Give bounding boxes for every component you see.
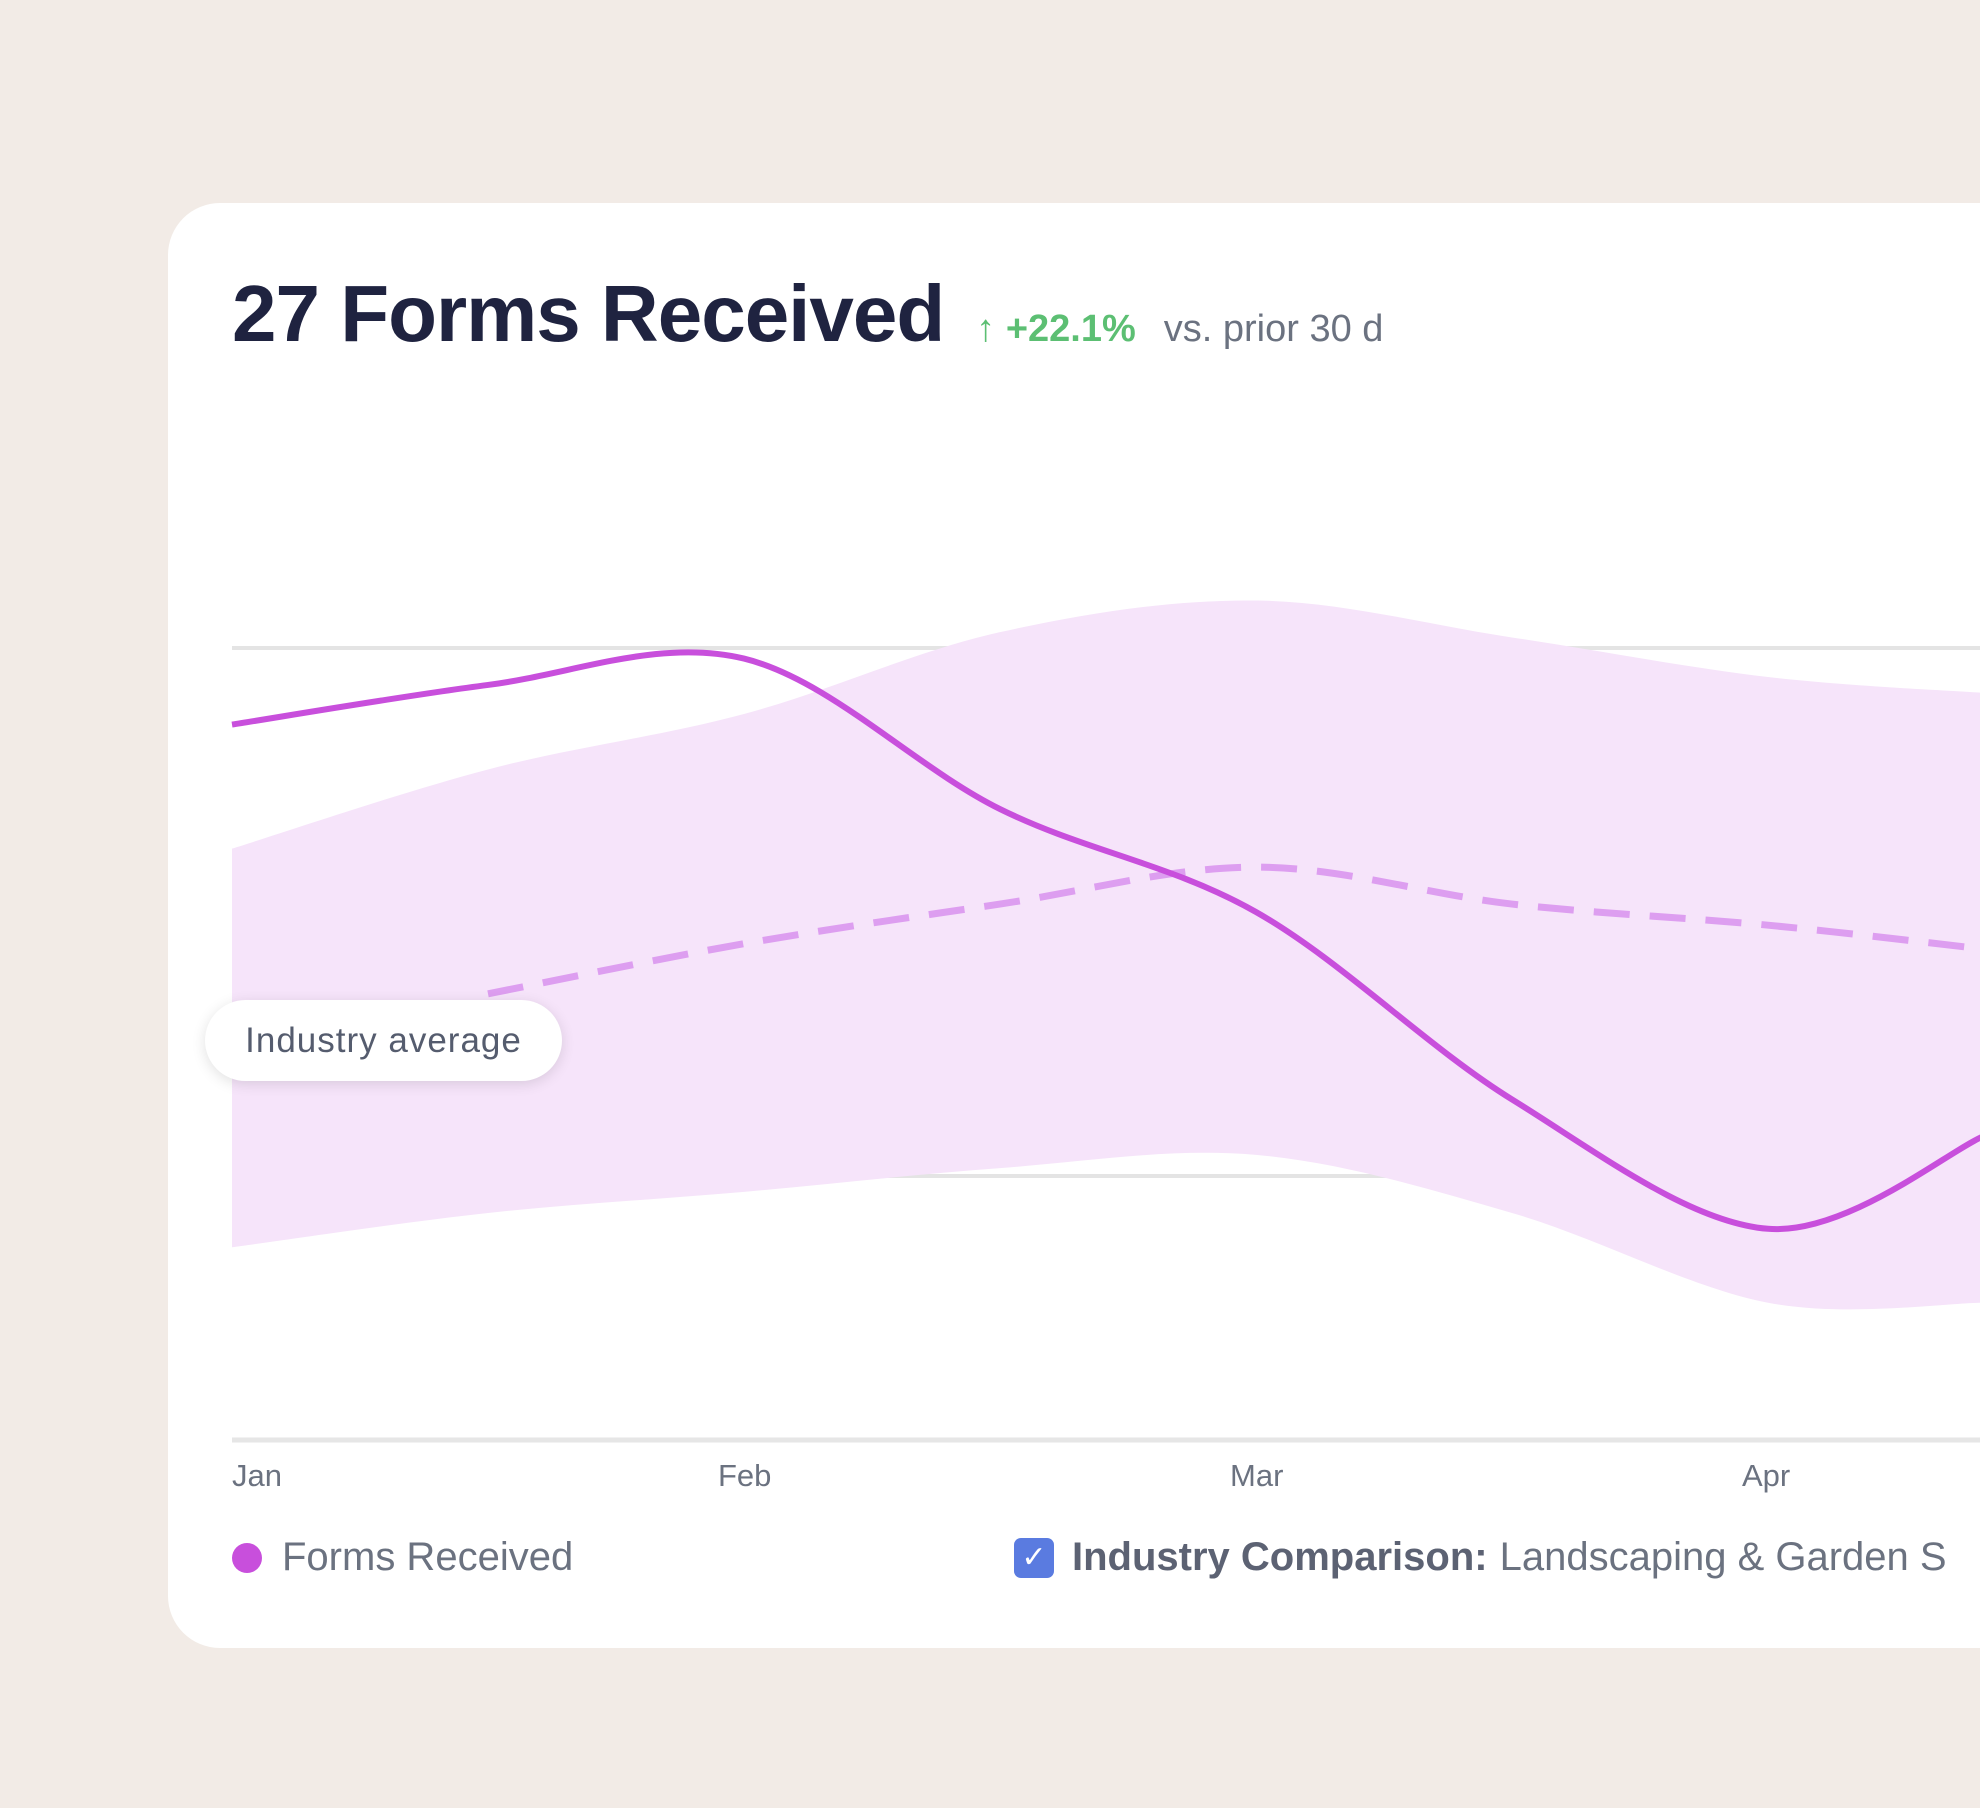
legend-forms-received: Forms Received — [232, 1535, 573, 1580]
industry-range-band — [232, 600, 1980, 1310]
industry-average-label: Industry average — [205, 1000, 562, 1081]
legend-label: Forms Received — [282, 1535, 574, 1579]
comparison-industry: Landscaping & Garden S — [1499, 1535, 1947, 1579]
x-tick-label: Jan — [232, 1458, 282, 1493]
page-title: 27 Forms Received — [232, 269, 945, 358]
header: 27 Forms Received ↑ +22.1% vs. prior 30 … — [232, 268, 1383, 360]
delta-badge: ↑ +22.1% — [976, 308, 1136, 350]
x-tick-label: Feb — [718, 1458, 772, 1493]
comparison-period: vs. prior 30 d — [1163, 308, 1384, 350]
comparison-label: Industry Comparison: — [1072, 1535, 1488, 1579]
series-dot-icon — [232, 1542, 262, 1573]
industry-comparison-toggle[interactable]: ✓ Industry Comparison: Landscaping & Gar… — [1014, 1535, 1947, 1580]
x-tick-label: Mar — [1230, 1458, 1284, 1493]
checkbox-checked-icon[interactable]: ✓ — [1014, 1537, 1054, 1578]
forms-received-line — [231, 649, 1980, 1232]
x-tick-label: Apr — [1742, 1458, 1791, 1493]
